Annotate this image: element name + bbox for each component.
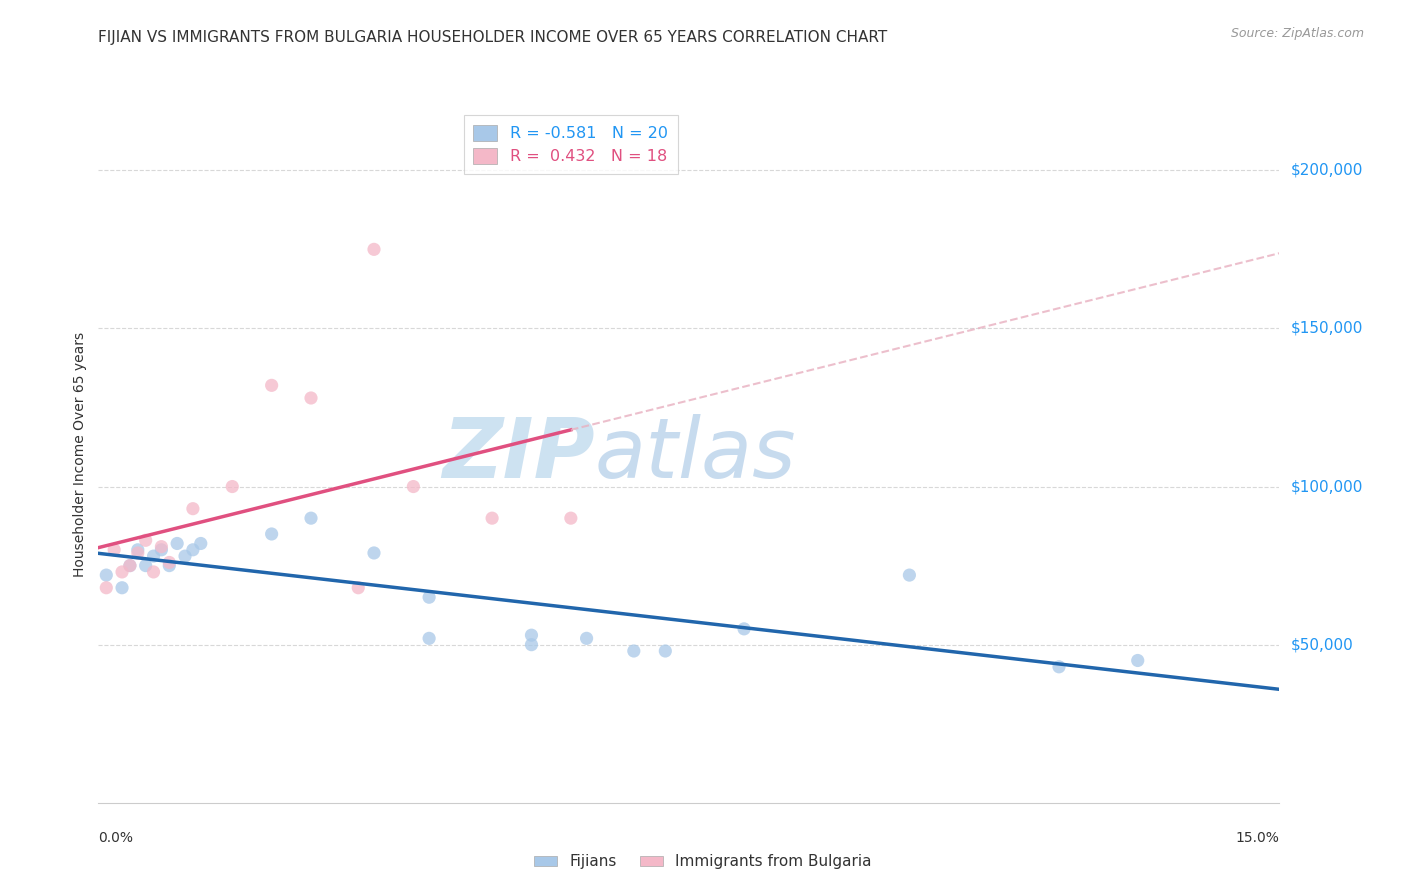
Y-axis label: Householder Income Over 65 years: Householder Income Over 65 years — [73, 333, 87, 577]
Legend: R = -0.581   N = 20, R =  0.432   N = 18: R = -0.581 N = 20, R = 0.432 N = 18 — [464, 115, 678, 174]
Text: $50,000: $50,000 — [1291, 637, 1354, 652]
Text: 15.0%: 15.0% — [1236, 830, 1279, 845]
Text: ZIP: ZIP — [441, 415, 595, 495]
Point — [190, 536, 212, 550]
Point — [418, 632, 440, 646]
Point — [363, 243, 385, 257]
Point — [150, 540, 173, 554]
Point — [142, 549, 165, 563]
Point — [127, 546, 149, 560]
Point — [520, 638, 543, 652]
Point — [575, 632, 598, 646]
Point — [481, 511, 503, 525]
Point — [654, 644, 676, 658]
Point — [96, 581, 118, 595]
Text: $200,000: $200,000 — [1291, 163, 1362, 178]
Point — [103, 542, 125, 557]
Text: atlas: atlas — [595, 415, 796, 495]
Point — [221, 479, 243, 493]
Point — [118, 558, 141, 573]
Point — [181, 542, 204, 557]
Point — [402, 479, 425, 493]
Point — [181, 501, 204, 516]
Point — [127, 542, 149, 557]
Text: FIJIAN VS IMMIGRANTS FROM BULGARIA HOUSEHOLDER INCOME OVER 65 YEARS CORRELATION : FIJIAN VS IMMIGRANTS FROM BULGARIA HOUSE… — [98, 29, 887, 45]
Point — [623, 644, 645, 658]
Point — [347, 581, 370, 595]
Point — [560, 511, 582, 525]
Point — [418, 591, 440, 605]
Point — [135, 558, 157, 573]
Legend: Fijians, Immigrants from Bulgaria: Fijians, Immigrants from Bulgaria — [529, 848, 877, 875]
Point — [299, 511, 322, 525]
Point — [363, 546, 385, 560]
Point — [96, 568, 118, 582]
Point — [135, 533, 157, 548]
Point — [260, 527, 283, 541]
Text: 0.0%: 0.0% — [98, 830, 134, 845]
Point — [898, 568, 921, 582]
Point — [166, 536, 188, 550]
Point — [733, 622, 755, 636]
Point — [118, 558, 141, 573]
Text: $150,000: $150,000 — [1291, 321, 1362, 336]
Point — [142, 565, 165, 579]
Point — [520, 628, 543, 642]
Point — [1126, 653, 1149, 667]
Point — [299, 391, 322, 405]
Point — [260, 378, 283, 392]
Point — [111, 565, 134, 579]
Text: $100,000: $100,000 — [1291, 479, 1362, 494]
Point — [111, 581, 134, 595]
Text: Source: ZipAtlas.com: Source: ZipAtlas.com — [1230, 27, 1364, 40]
Point — [157, 558, 180, 573]
Point — [174, 549, 197, 563]
Point — [150, 542, 173, 557]
Point — [157, 556, 180, 570]
Point — [1047, 660, 1070, 674]
